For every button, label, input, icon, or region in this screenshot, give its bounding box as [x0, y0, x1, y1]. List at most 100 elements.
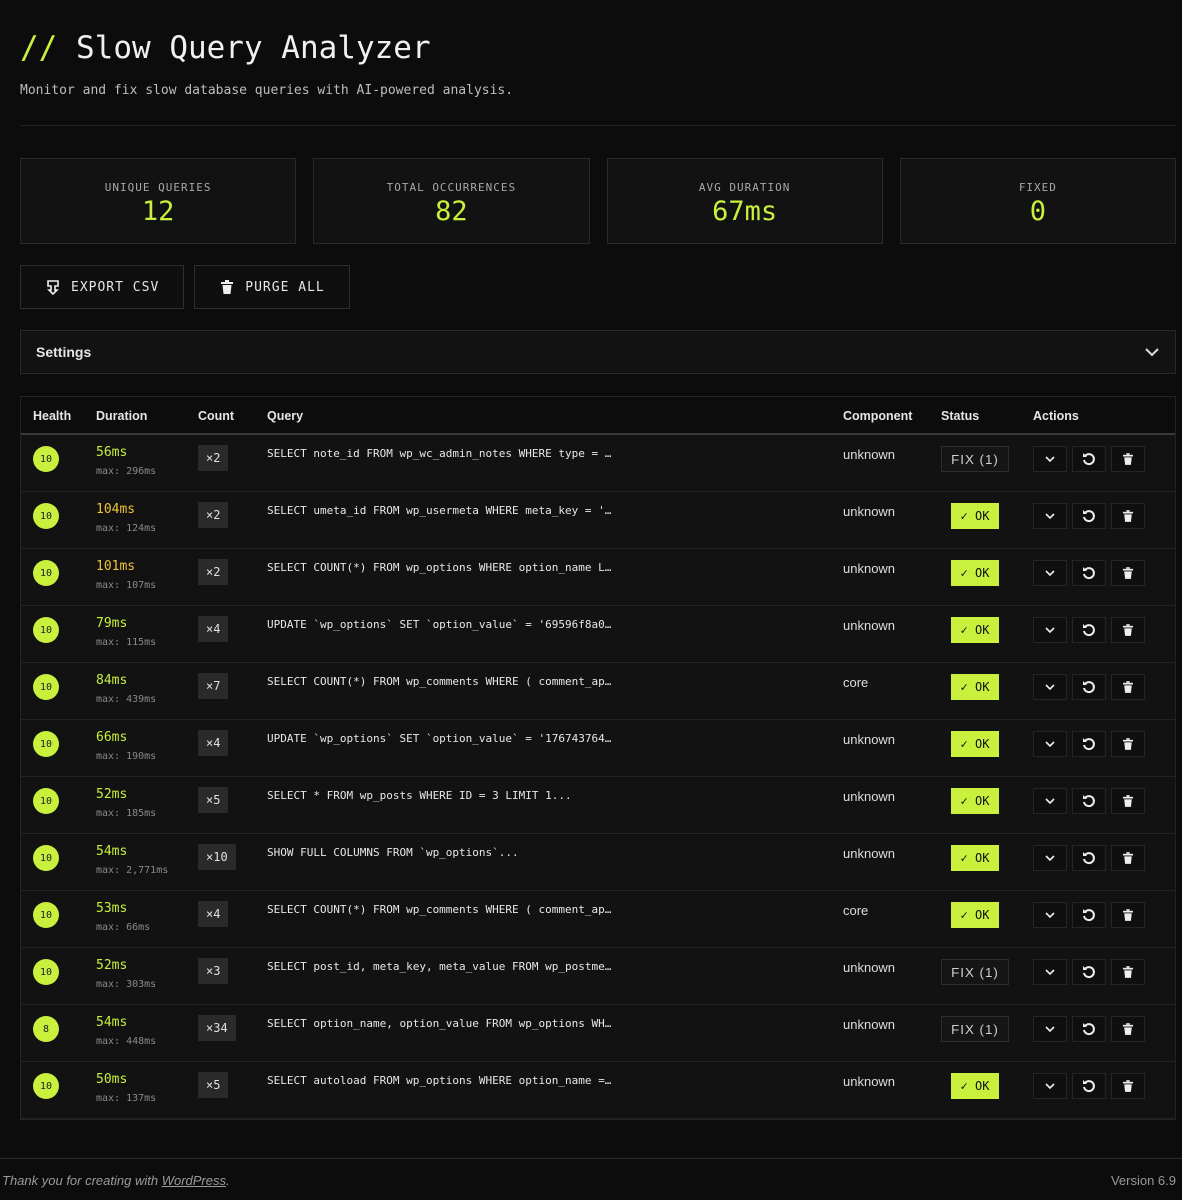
chevron-down-icon — [1045, 627, 1055, 633]
delete-button[interactable] — [1111, 902, 1145, 928]
expand-button[interactable] — [1033, 731, 1067, 757]
chevron-down-icon — [1145, 347, 1159, 356]
reanalyze-button[interactable] — [1072, 731, 1106, 757]
count-badge: ×7 — [198, 673, 229, 699]
chevron-down-icon — [1045, 741, 1055, 747]
reanalyze-button[interactable] — [1072, 1016, 1106, 1042]
max-duration: max: 115ms — [96, 637, 157, 648]
health-badge: 8 — [33, 1016, 59, 1042]
component: unknown — [843, 846, 896, 861]
chevron-down-icon — [1045, 456, 1055, 462]
expand-button[interactable] — [1033, 617, 1067, 643]
refresh-icon — [1083, 852, 1095, 865]
reanalyze-button[interactable] — [1072, 560, 1106, 586]
trash-icon — [1123, 852, 1133, 864]
delete-button[interactable] — [1111, 731, 1145, 757]
count-badge: ×3 — [198, 958, 229, 984]
reanalyze-button[interactable] — [1072, 503, 1106, 529]
refresh-icon — [1083, 795, 1095, 808]
delete-button[interactable] — [1111, 1073, 1145, 1099]
expand-button[interactable] — [1033, 446, 1067, 472]
trash-icon — [1123, 1080, 1133, 1092]
refresh-icon — [1083, 567, 1095, 580]
table-row: 10 52ms max: 303ms ×3 SELECT post_id, me… — [21, 948, 1175, 1005]
trash-icon — [1123, 453, 1133, 465]
fix-button[interactable]: FIX (1) — [941, 1016, 1009, 1042]
wordpress-link[interactable]: WordPress — [161, 1173, 226, 1188]
refresh-icon — [1083, 510, 1095, 523]
expand-button[interactable] — [1033, 788, 1067, 814]
stat-unique-queries: UNIQUE QUERIES 12 — [20, 158, 297, 244]
health-badge: 10 — [33, 446, 59, 472]
expand-button[interactable] — [1033, 674, 1067, 700]
duration: 84ms — [96, 673, 128, 688]
max-duration: max: 107ms — [96, 580, 157, 591]
chevron-down-icon — [1045, 798, 1055, 804]
refresh-icon — [1083, 738, 1095, 751]
component: core — [843, 675, 869, 690]
export-csv-button[interactable]: EXPORT CSV — [20, 265, 185, 309]
max-duration: max: 303ms — [96, 979, 157, 990]
query-text: SELECT post_id, meta_key, meta_value FRO… — [267, 960, 612, 973]
duration: 50ms — [96, 1072, 128, 1087]
component: unknown — [843, 1017, 896, 1032]
fix-button[interactable]: FIX (1) — [941, 446, 1009, 472]
trash-icon — [1123, 738, 1133, 750]
reanalyze-button[interactable] — [1072, 902, 1106, 928]
table-row: 10 53ms max: 66ms ×4 SELECT COUNT(*) FRO… — [21, 891, 1175, 948]
delete-button[interactable] — [1111, 674, 1145, 700]
trash-icon — [221, 280, 234, 294]
status-ok-badge: ✓ OK — [951, 560, 999, 586]
query-text: SELECT option_name, option_value FROM wp… — [267, 1017, 612, 1030]
expand-button[interactable] — [1033, 1073, 1067, 1099]
delete-button[interactable] — [1111, 446, 1145, 472]
duration: 52ms — [96, 958, 128, 973]
max-duration: max: 448ms — [96, 1036, 157, 1047]
component: unknown — [843, 960, 896, 975]
table-row: 10 101ms max: 107ms ×2 SELECT COUNT(*) F… — [21, 549, 1175, 606]
delete-button[interactable] — [1111, 560, 1145, 586]
max-duration: max: 2,771ms — [96, 865, 169, 876]
query-text: SELECT * FROM wp_posts WHERE ID = 3 LIMI… — [267, 789, 572, 802]
query-text: SELECT umeta_id FROM wp_usermeta WHERE m… — [267, 504, 612, 517]
max-duration: max: 439ms — [96, 694, 157, 705]
delete-button[interactable] — [1111, 788, 1145, 814]
duration: 79ms — [96, 616, 128, 631]
reanalyze-button[interactable] — [1072, 446, 1106, 472]
reanalyze-button[interactable] — [1072, 845, 1106, 871]
delete-button[interactable] — [1111, 503, 1145, 529]
trash-icon — [1123, 1023, 1133, 1035]
chevron-down-icon — [1045, 570, 1055, 576]
expand-button[interactable] — [1033, 902, 1067, 928]
table-row: 10 56ms max: 296ms ×2 SELECT note_id FRO… — [21, 435, 1175, 492]
delete-button[interactable] — [1111, 845, 1145, 871]
expand-button[interactable] — [1033, 845, 1067, 871]
reanalyze-button[interactable] — [1072, 959, 1106, 985]
expand-button[interactable] — [1033, 1016, 1067, 1042]
reanalyze-button[interactable] — [1072, 674, 1106, 700]
health-badge: 10 — [33, 560, 59, 586]
delete-button[interactable] — [1111, 617, 1145, 643]
count-badge: ×4 — [198, 901, 229, 927]
component: unknown — [843, 732, 896, 747]
fix-button[interactable]: FIX (1) — [941, 959, 1009, 985]
table-row: 8 54ms max: 448ms ×34 SELECT option_name… — [21, 1005, 1175, 1062]
status-ok-badge: ✓ OK — [951, 902, 999, 928]
query-text: UPDATE `wp_options` SET `option_value` =… — [267, 732, 612, 745]
expand-button[interactable] — [1033, 959, 1067, 985]
divider — [20, 125, 1176, 126]
duration: 66ms — [96, 730, 128, 745]
refresh-icon — [1083, 624, 1095, 637]
reanalyze-button[interactable] — [1072, 1073, 1106, 1099]
settings-accordion[interactable]: Settings — [20, 330, 1176, 374]
expand-button[interactable] — [1033, 503, 1067, 529]
expand-button[interactable] — [1033, 560, 1067, 586]
delete-button[interactable] — [1111, 959, 1145, 985]
status-ok-badge: ✓ OK — [951, 788, 999, 814]
reanalyze-button[interactable] — [1072, 788, 1106, 814]
delete-button[interactable] — [1111, 1016, 1145, 1042]
refresh-icon — [1083, 909, 1095, 922]
reanalyze-button[interactable] — [1072, 617, 1106, 643]
query-text: SELECT COUNT(*) FROM wp_options WHERE op… — [267, 561, 612, 574]
purge-all-button[interactable]: PURGE ALL — [194, 265, 350, 309]
